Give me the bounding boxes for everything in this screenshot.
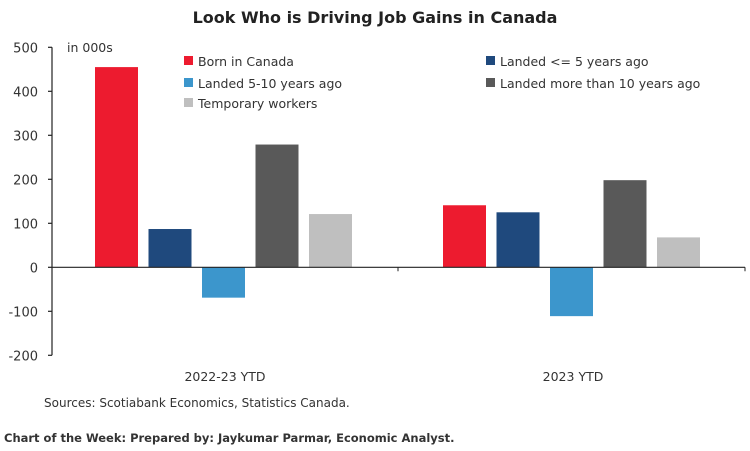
- legend-swatch: [486, 78, 495, 87]
- bar-3-1: [603, 180, 647, 268]
- bar-2-0: [202, 267, 245, 298]
- y-tick-label: 200: [13, 173, 38, 188]
- legend-label: Landed <= 5 years ago: [500, 54, 649, 69]
- y-tick-label: 100: [13, 217, 38, 232]
- footer-credit: Chart of the Week: Prepared by: Jaykumar…: [4, 431, 455, 445]
- chart-title: Look Who is Driving Job Gains in Canada: [192, 8, 558, 27]
- legend-label: Landed 5-10 years ago: [198, 76, 342, 91]
- legend-swatch: [486, 56, 495, 65]
- legend-label: Temporary workers: [197, 96, 317, 111]
- legend-label: Born in Canada: [198, 54, 294, 69]
- y-tick-label: -200: [8, 349, 38, 364]
- bar-3-0: [255, 144, 299, 268]
- y-tick-label: -100: [8, 305, 38, 320]
- legend-swatch: [184, 56, 193, 65]
- unit-label: in 000s: [67, 40, 113, 55]
- y-tick-label: 500: [13, 41, 38, 56]
- bar-0-0: [95, 67, 138, 268]
- x-tick-label: 2023 YTD: [543, 369, 604, 384]
- bar-1-0: [148, 229, 192, 268]
- y-tick-label: 400: [13, 85, 38, 100]
- x-tick-label: 2022-23 YTD: [184, 369, 265, 384]
- y-tick-label: 0: [30, 261, 38, 276]
- source-note: Sources: Scotiabank Economics, Statistic…: [44, 396, 350, 410]
- legend-label: Landed more than 10 years ago: [500, 76, 700, 91]
- bar-0-1: [443, 205, 486, 268]
- legend-swatch: [184, 78, 193, 87]
- bar-4-1: [657, 237, 700, 268]
- bar-2-1: [550, 267, 593, 317]
- y-tick-label: 300: [13, 129, 38, 144]
- bar-1-1: [496, 212, 540, 268]
- legend-swatch: [184, 98, 193, 107]
- bar-4-0: [309, 214, 352, 268]
